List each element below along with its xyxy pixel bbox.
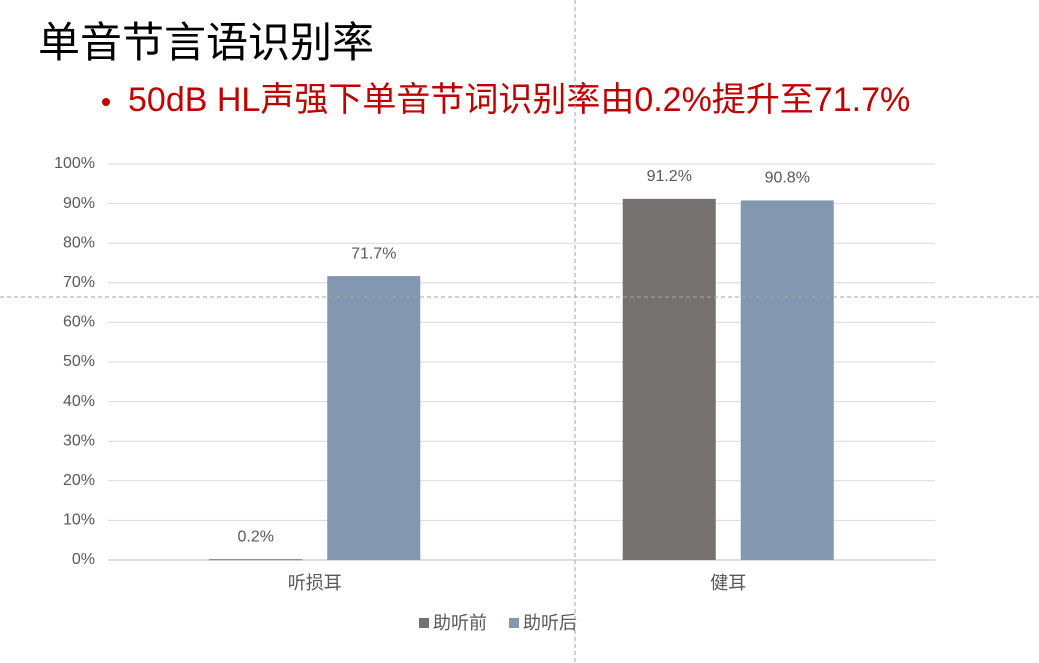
y-tick-label: 90% [63,195,95,212]
y-tick-label: 20% [63,472,95,489]
bar [327,276,421,560]
y-tick-label: 0% [72,551,95,568]
y-tick-label: 100% [54,155,95,172]
x-tick-label: 听损耳 [288,573,342,593]
y-tick-label: 10% [63,512,95,529]
subtitle: 50dB HL声强下单音节词识别率由0.2%提升至71.7% [128,81,910,119]
bar [209,559,303,561]
legend-label: 助听前 [433,613,487,633]
value-label: 91.2% [647,168,692,185]
value-label: 90.8% [765,170,810,187]
bar [622,198,716,560]
value-label: 71.7% [351,245,396,262]
y-tick-label: 80% [63,234,95,251]
y-tick-label: 40% [63,393,95,410]
slide-title: 单音节言语识别率 [38,19,374,66]
y-tick-label: 50% [63,353,95,370]
value-label: 0.2% [238,528,274,545]
legend-swatch [509,618,519,628]
bullet [102,98,110,106]
y-tick-label: 30% [63,432,95,449]
legend-swatch [419,618,429,628]
legend-label: 助听后 [523,613,577,633]
y-tick-label: 70% [63,274,95,291]
x-tick-label: 健耳 [710,573,746,593]
bar [740,200,834,560]
y-tick-label: 60% [63,314,95,331]
plot: 0% 10% 20% 30% 40% 50% 60% 70% 80% 90% 100% 听损耳 0.2%… [54,155,935,633]
